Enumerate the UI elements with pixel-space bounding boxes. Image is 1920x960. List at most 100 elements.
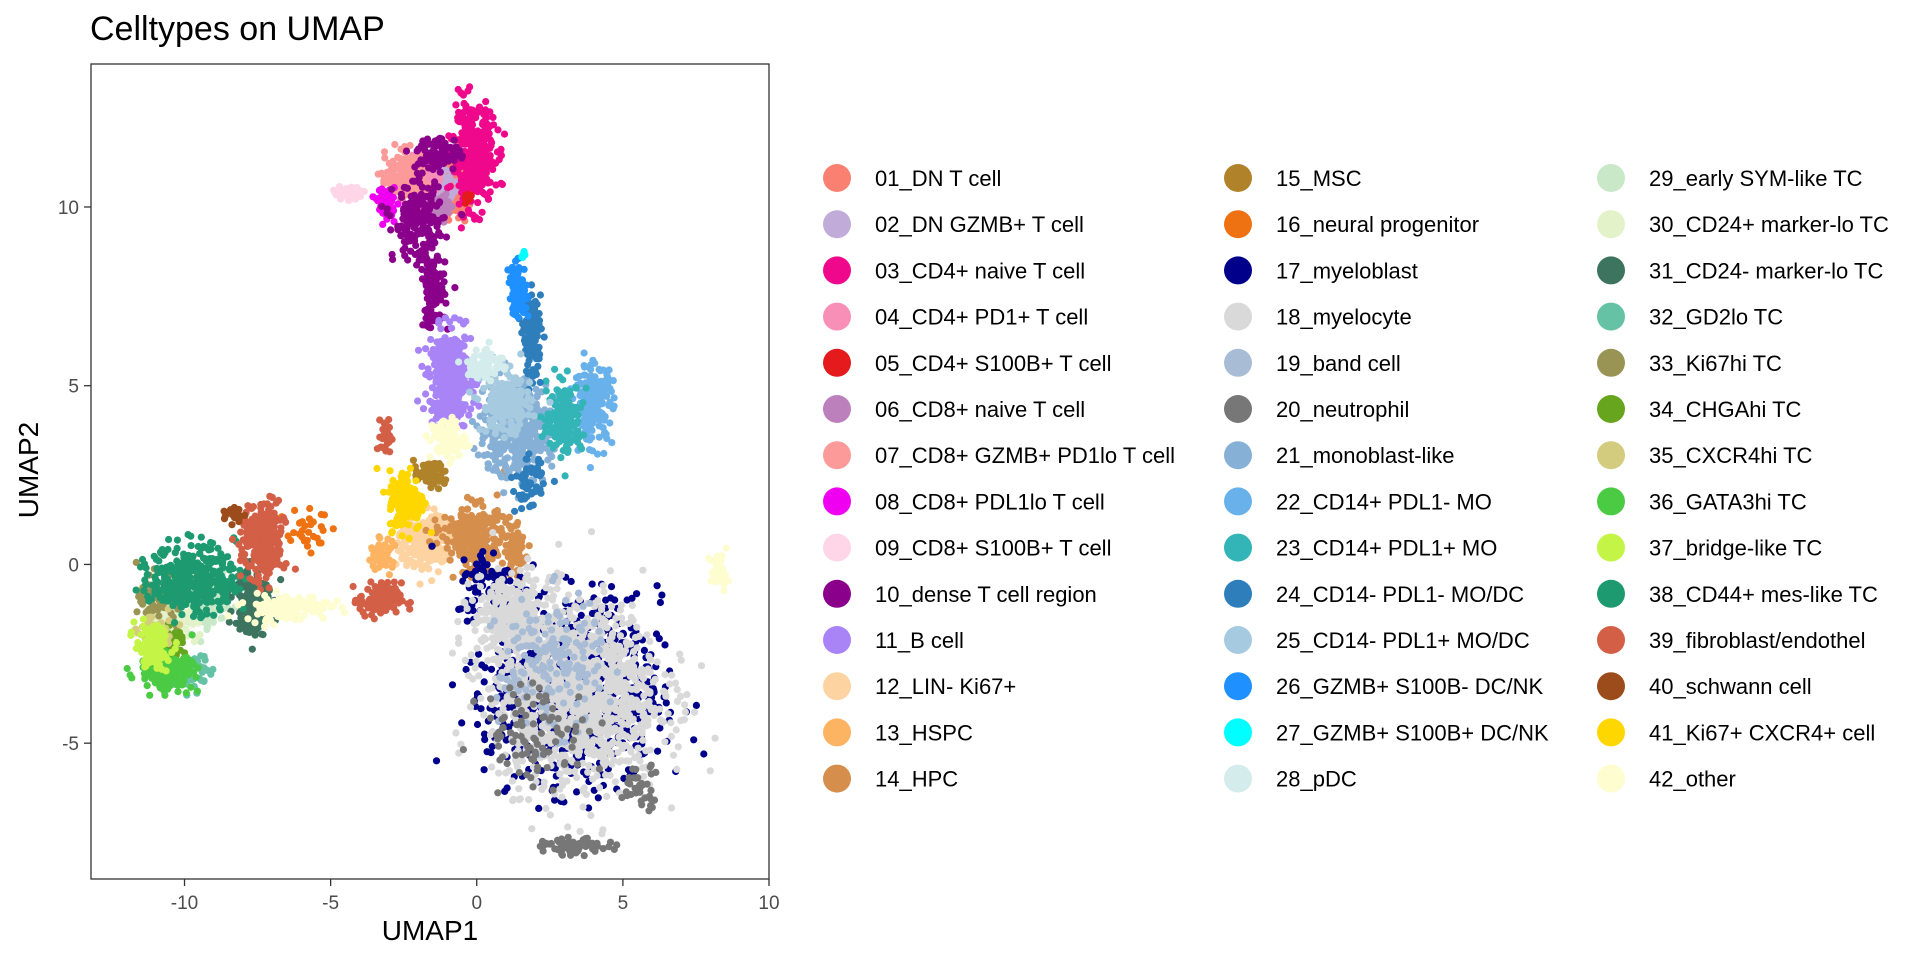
data-point <box>661 671 669 679</box>
data-point <box>317 539 325 547</box>
data-point <box>509 795 518 803</box>
data-point <box>372 195 380 203</box>
data-point <box>472 560 481 568</box>
data-point <box>485 130 493 138</box>
data-point <box>566 606 574 615</box>
data-point <box>474 156 482 165</box>
data-point <box>407 192 415 200</box>
data-point <box>468 570 476 579</box>
data-point <box>635 632 643 641</box>
data-point <box>583 703 591 712</box>
data-point <box>414 230 422 238</box>
data-point <box>454 85 462 94</box>
data-point <box>446 318 454 326</box>
data-point <box>681 708 690 716</box>
data-point <box>414 397 422 405</box>
data-point <box>455 200 463 208</box>
data-point <box>658 591 666 599</box>
data-point <box>416 179 424 187</box>
data-point <box>493 491 501 499</box>
data-point <box>489 549 498 557</box>
data-point <box>667 732 676 741</box>
data-point <box>622 757 631 765</box>
data-point <box>461 571 469 579</box>
data-point <box>395 179 404 187</box>
data-point <box>575 746 583 754</box>
data-point <box>646 637 654 646</box>
data-point <box>646 689 654 697</box>
data-point <box>603 624 611 632</box>
chart-title: Celltypes on UMAP <box>90 10 385 48</box>
data-point <box>525 542 533 550</box>
data-point <box>460 556 468 564</box>
data-point <box>622 638 630 647</box>
data-point <box>461 522 469 530</box>
data-point <box>513 579 521 587</box>
data-point <box>386 212 394 220</box>
data-point <box>542 584 550 592</box>
data-point <box>623 732 631 740</box>
data-point <box>560 707 568 715</box>
data-point <box>430 505 438 513</box>
data-point <box>514 662 522 670</box>
data-point <box>673 697 682 706</box>
data-point <box>457 511 465 519</box>
data-point <box>467 106 475 114</box>
data-point <box>653 582 661 590</box>
data-point <box>612 687 621 695</box>
data-point <box>401 162 410 170</box>
data-point <box>681 701 689 709</box>
data-point <box>473 150 481 158</box>
data-point <box>449 377 457 385</box>
data-point <box>388 250 396 259</box>
data-point <box>630 726 638 734</box>
data-point <box>515 557 523 566</box>
data-point <box>627 613 635 622</box>
data-point <box>402 147 411 155</box>
data-point <box>476 131 484 139</box>
data-point <box>392 173 400 181</box>
data-point <box>369 562 377 570</box>
data-point <box>353 189 361 197</box>
data-point <box>431 516 439 524</box>
data-point <box>406 230 414 238</box>
data-point <box>628 601 636 610</box>
data-point <box>480 766 488 774</box>
data-point <box>668 671 676 679</box>
data-point <box>395 163 403 171</box>
data-point <box>449 573 457 581</box>
data-point <box>598 603 606 611</box>
data-point <box>424 184 432 192</box>
data-point <box>467 651 475 659</box>
data-point <box>472 657 480 665</box>
points-layer <box>123 83 733 860</box>
data-point <box>591 748 599 756</box>
data-point <box>475 168 483 176</box>
data-point <box>611 778 620 786</box>
data-point <box>522 699 531 708</box>
data-point <box>465 156 474 164</box>
data-point <box>481 664 489 672</box>
data-point <box>406 141 414 150</box>
data-point <box>661 641 669 649</box>
data-point <box>649 678 658 686</box>
data-point <box>602 596 610 604</box>
data-point <box>589 710 597 718</box>
data-point <box>307 549 315 557</box>
data-point <box>677 656 685 664</box>
data-point <box>428 577 436 585</box>
data-point <box>514 529 522 537</box>
data-point <box>432 414 440 422</box>
data-point <box>502 769 510 777</box>
data-point <box>570 630 578 638</box>
data-point <box>425 323 433 331</box>
data-point <box>422 155 430 163</box>
data-point <box>461 333 469 341</box>
data-point <box>287 536 295 545</box>
data-point <box>656 598 665 607</box>
data-point <box>690 736 698 744</box>
data-point <box>639 566 647 574</box>
data-point <box>305 528 313 536</box>
data-point <box>478 162 487 170</box>
data-point <box>602 646 610 654</box>
